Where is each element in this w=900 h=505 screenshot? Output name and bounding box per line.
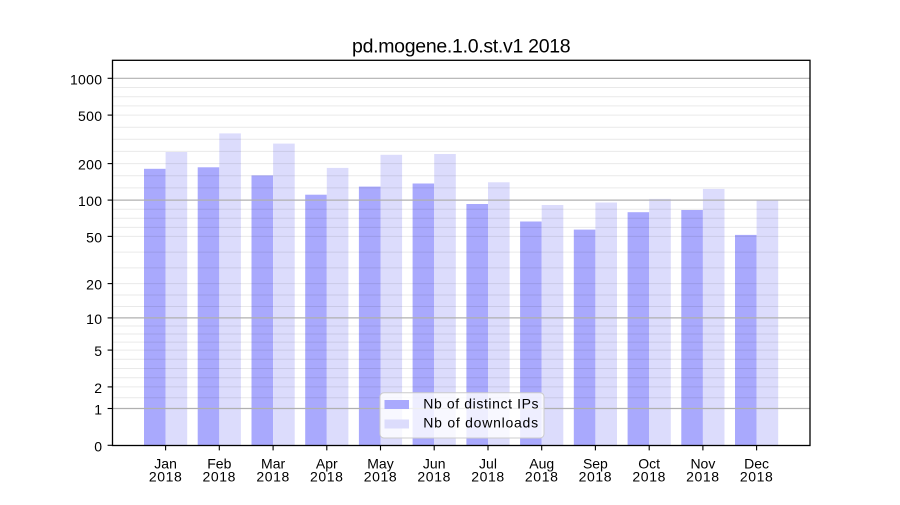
svg-text:Jan: Jan (154, 455, 177, 471)
svg-text:2018: 2018 (256, 468, 290, 484)
svg-text:2018: 2018 (149, 468, 183, 484)
svg-text:100: 100 (78, 193, 102, 209)
svg-text:0: 0 (94, 438, 102, 454)
svg-text:Jul: Jul (479, 455, 497, 471)
svg-text:pd.mogene.1.0.st.v1 2018: pd.mogene.1.0.st.v1 2018 (352, 36, 570, 58)
svg-text:2018: 2018 (364, 468, 398, 484)
svg-text:2018: 2018 (471, 468, 505, 484)
svg-text:Aug: Aug (529, 455, 554, 471)
svg-text:2018: 2018 (525, 468, 559, 484)
svg-text:1: 1 (94, 402, 102, 418)
svg-text:Sep: Sep (583, 455, 608, 471)
svg-text:Dec: Dec (744, 455, 769, 471)
svg-text:5: 5 (94, 343, 102, 359)
svg-text:1000: 1000 (70, 71, 102, 87)
svg-text:10: 10 (86, 311, 102, 327)
svg-text:2: 2 (94, 380, 102, 396)
svg-text:20: 20 (86, 277, 102, 293)
svg-text:2018: 2018 (310, 468, 344, 484)
svg-text:2018: 2018 (632, 468, 666, 484)
svg-text:Mar: Mar (261, 455, 285, 471)
svg-text:500: 500 (78, 108, 102, 124)
svg-text:May: May (367, 455, 393, 471)
svg-text:Jun: Jun (423, 455, 446, 471)
svg-text:2018: 2018 (417, 468, 451, 484)
svg-text:50: 50 (86, 230, 102, 246)
svg-text:Nb of distinct IPs: Nb of distinct IPs (423, 395, 539, 411)
svg-text:2018: 2018 (579, 468, 613, 484)
svg-text:Apr: Apr (316, 455, 338, 471)
svg-text:2018: 2018 (740, 468, 774, 484)
svg-text:2018: 2018 (686, 468, 720, 484)
svg-text:2018: 2018 (203, 468, 237, 484)
svg-text:Nb of downloads: Nb of downloads (423, 415, 539, 431)
svg-text:Oct: Oct (638, 455, 660, 471)
svg-text:Feb: Feb (207, 455, 231, 471)
svg-text:200: 200 (78, 157, 102, 173)
svg-text:Nov: Nov (690, 455, 715, 471)
